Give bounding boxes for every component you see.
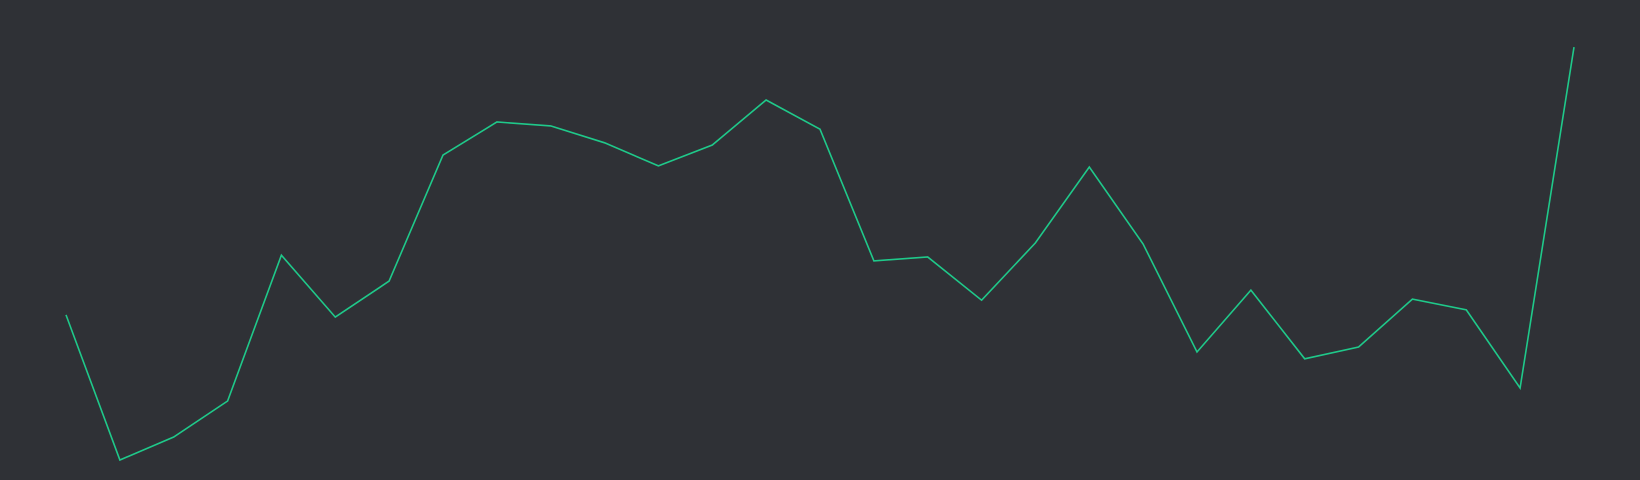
series-layer (65, 46, 1575, 462)
series-line-1 (65, 46, 1575, 462)
